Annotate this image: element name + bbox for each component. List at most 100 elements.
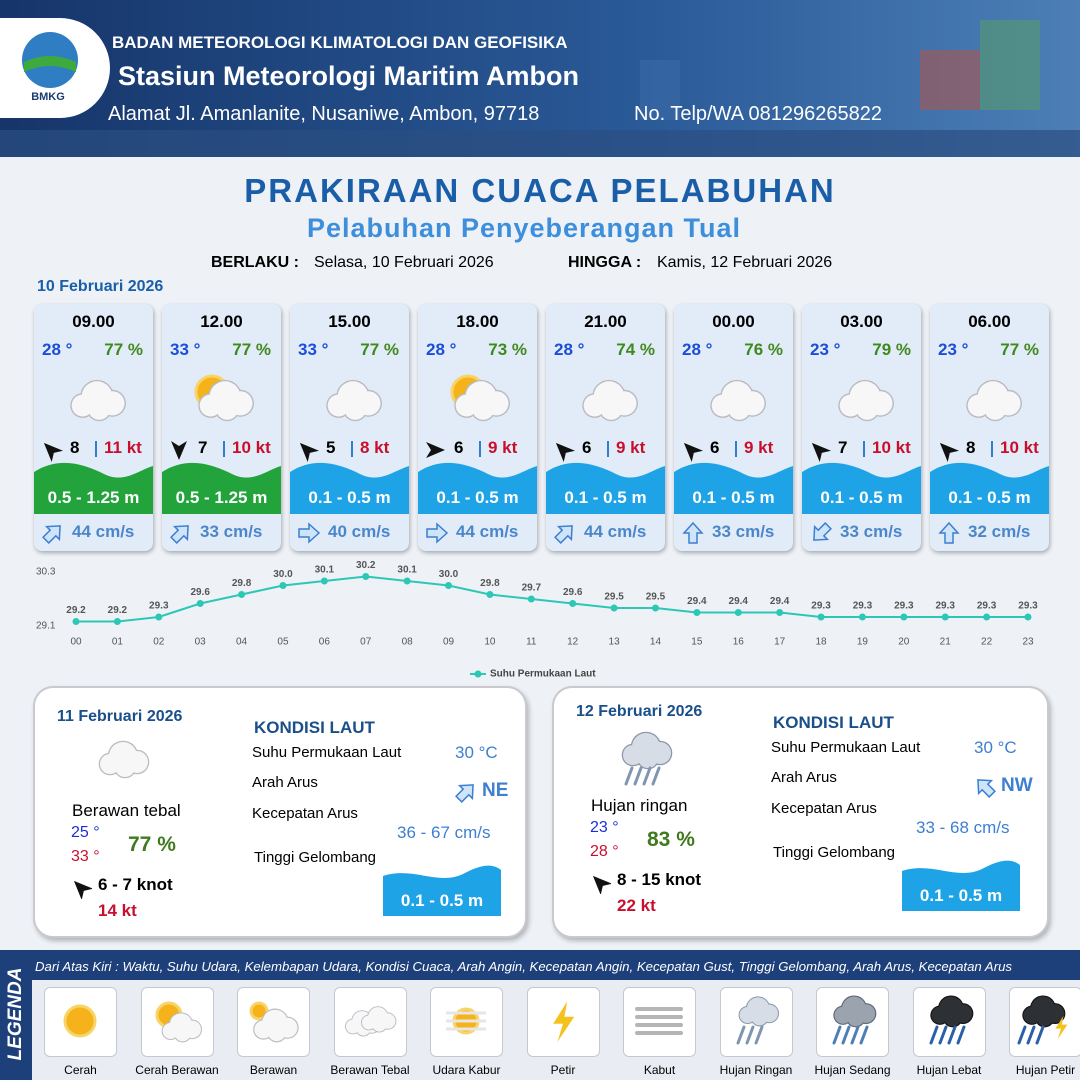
rain: [624, 766, 634, 786]
x-tick-label: 09: [443, 637, 455, 648]
time: 21.00: [584, 312, 627, 331]
current-speed: 44 cm/s: [456, 522, 519, 541]
value-label: 29.3: [977, 601, 997, 612]
y-tick-label: 30.3: [36, 567, 56, 578]
header-art: BMKG: [0, 18, 1080, 157]
value-label: 29.6: [190, 587, 210, 598]
weather-icon: [710, 379, 766, 422]
valid-to-label: HINGGA :: [568, 254, 642, 271]
day-date: 12 Februari 2026: [576, 703, 703, 720]
time: 00.00: [712, 312, 755, 331]
humidity: 73 %: [488, 340, 527, 359]
temp-max: 28 °: [590, 843, 619, 860]
x-tick-label: 13: [609, 637, 621, 648]
rain: [651, 766, 661, 786]
sst-point: [320, 577, 328, 585]
gust: 8 kt: [360, 438, 390, 457]
wind-arrow-icon: [171, 441, 187, 460]
separator: [479, 441, 481, 457]
wind-speed: 7: [198, 438, 208, 457]
legend-icon: [832, 995, 877, 1045]
current-speed: 44 cm/s: [72, 522, 135, 541]
sst-label: Suhu Permukaan Laut: [252, 744, 402, 761]
gust: 10 kt: [872, 438, 911, 457]
legend-icon: [736, 996, 779, 1045]
wind-arrow: [555, 442, 576, 463]
value-label: 29.8: [232, 578, 252, 589]
wind-arrow: [299, 442, 320, 463]
wave-shape: [902, 860, 1020, 911]
x-tick-label: 05: [277, 637, 289, 648]
day-date: 11 Februari 2026: [57, 708, 183, 725]
condition: Berawan tebal: [72, 801, 181, 820]
wind: 6 - 7 knot: [98, 875, 173, 894]
legend-label: Kabut: [643, 1063, 676, 1077]
valid-to: Kamis, 12 Februari 2026: [657, 254, 833, 271]
cloud: [88, 397, 111, 420]
day-box: 11 Februari 2026 Berawan tebal 25 ° 33 ° 77 …: [33, 686, 527, 938]
value-label: 29.3: [935, 601, 955, 612]
value-label: 29.3: [149, 601, 169, 612]
humidity: 77 %: [232, 340, 271, 359]
rain: [1026, 1025, 1036, 1045]
current-arrow-icon: [977, 779, 996, 798]
sst-point: [900, 613, 908, 621]
temperature: 33 °: [298, 340, 329, 359]
valid-from: Selasa, 10 Februari 2026: [314, 254, 494, 271]
x-tick-label: 12: [567, 637, 579, 648]
legend-label: Udara Kabur: [432, 1063, 501, 1077]
wind-arrow: [171, 441, 187, 460]
current-arrow: [298, 522, 321, 544]
separator: [991, 441, 993, 457]
wind-arrow-icon: [43, 442, 64, 463]
wave-shape: [546, 462, 665, 514]
rain: [859, 1025, 869, 1045]
wave-height: 0.1 - 0.5 m: [308, 488, 391, 507]
wave-shape: [34, 462, 153, 514]
wind-arrow-icon: [592, 875, 611, 894]
logo-text: BMKG: [31, 91, 65, 103]
sst-point: [734, 609, 742, 616]
cloud: [943, 1009, 961, 1027]
x-tick-label: 08: [402, 637, 414, 648]
sun: [249, 1001, 269, 1021]
sst-point: [113, 618, 121, 625]
time: 09.00: [72, 312, 115, 331]
rain: [956, 1025, 965, 1045]
wind-arrow-icon: [939, 442, 960, 463]
phone: No. Telp/WA 081296265822: [634, 103, 882, 125]
temperature: 33 °: [170, 340, 201, 359]
cloud: [216, 397, 239, 420]
sst-point: [941, 613, 949, 621]
legend-label: Petir: [550, 1063, 576, 1077]
rain: [754, 1025, 763, 1045]
decor: [640, 60, 680, 120]
time: 15.00: [328, 312, 371, 331]
rain: [736, 1025, 745, 1045]
wind-arrow: [939, 442, 960, 463]
wave: 0.1 - 0.5 m: [400, 891, 484, 910]
legend-icon: [552, 1001, 574, 1042]
rain: [947, 1025, 956, 1045]
wave-height: 0.1 - 0.5 m: [820, 488, 903, 507]
weather-icon: [621, 731, 673, 786]
value-label: 29.3: [1018, 601, 1038, 612]
current-arrow: [554, 525, 573, 544]
humidity: 77 %: [1000, 340, 1039, 359]
x-tick-label: 10: [484, 637, 496, 648]
x-tick-label: 04: [236, 637, 248, 648]
wave: [418, 462, 537, 514]
x-tick-label: 00: [70, 637, 82, 648]
wind-arrow: [426, 442, 445, 458]
current-arrow: [682, 521, 704, 544]
current-arrow-icon: [298, 522, 321, 544]
x-tick-label: 01: [112, 637, 124, 648]
sst-point: [403, 577, 411, 585]
logo: [24, 56, 76, 72]
current-arrow: [938, 521, 960, 544]
wave-shape: [674, 462, 793, 514]
rain: [938, 1025, 947, 1045]
sst-point: [72, 618, 80, 625]
x-tick-label: 02: [153, 637, 165, 648]
